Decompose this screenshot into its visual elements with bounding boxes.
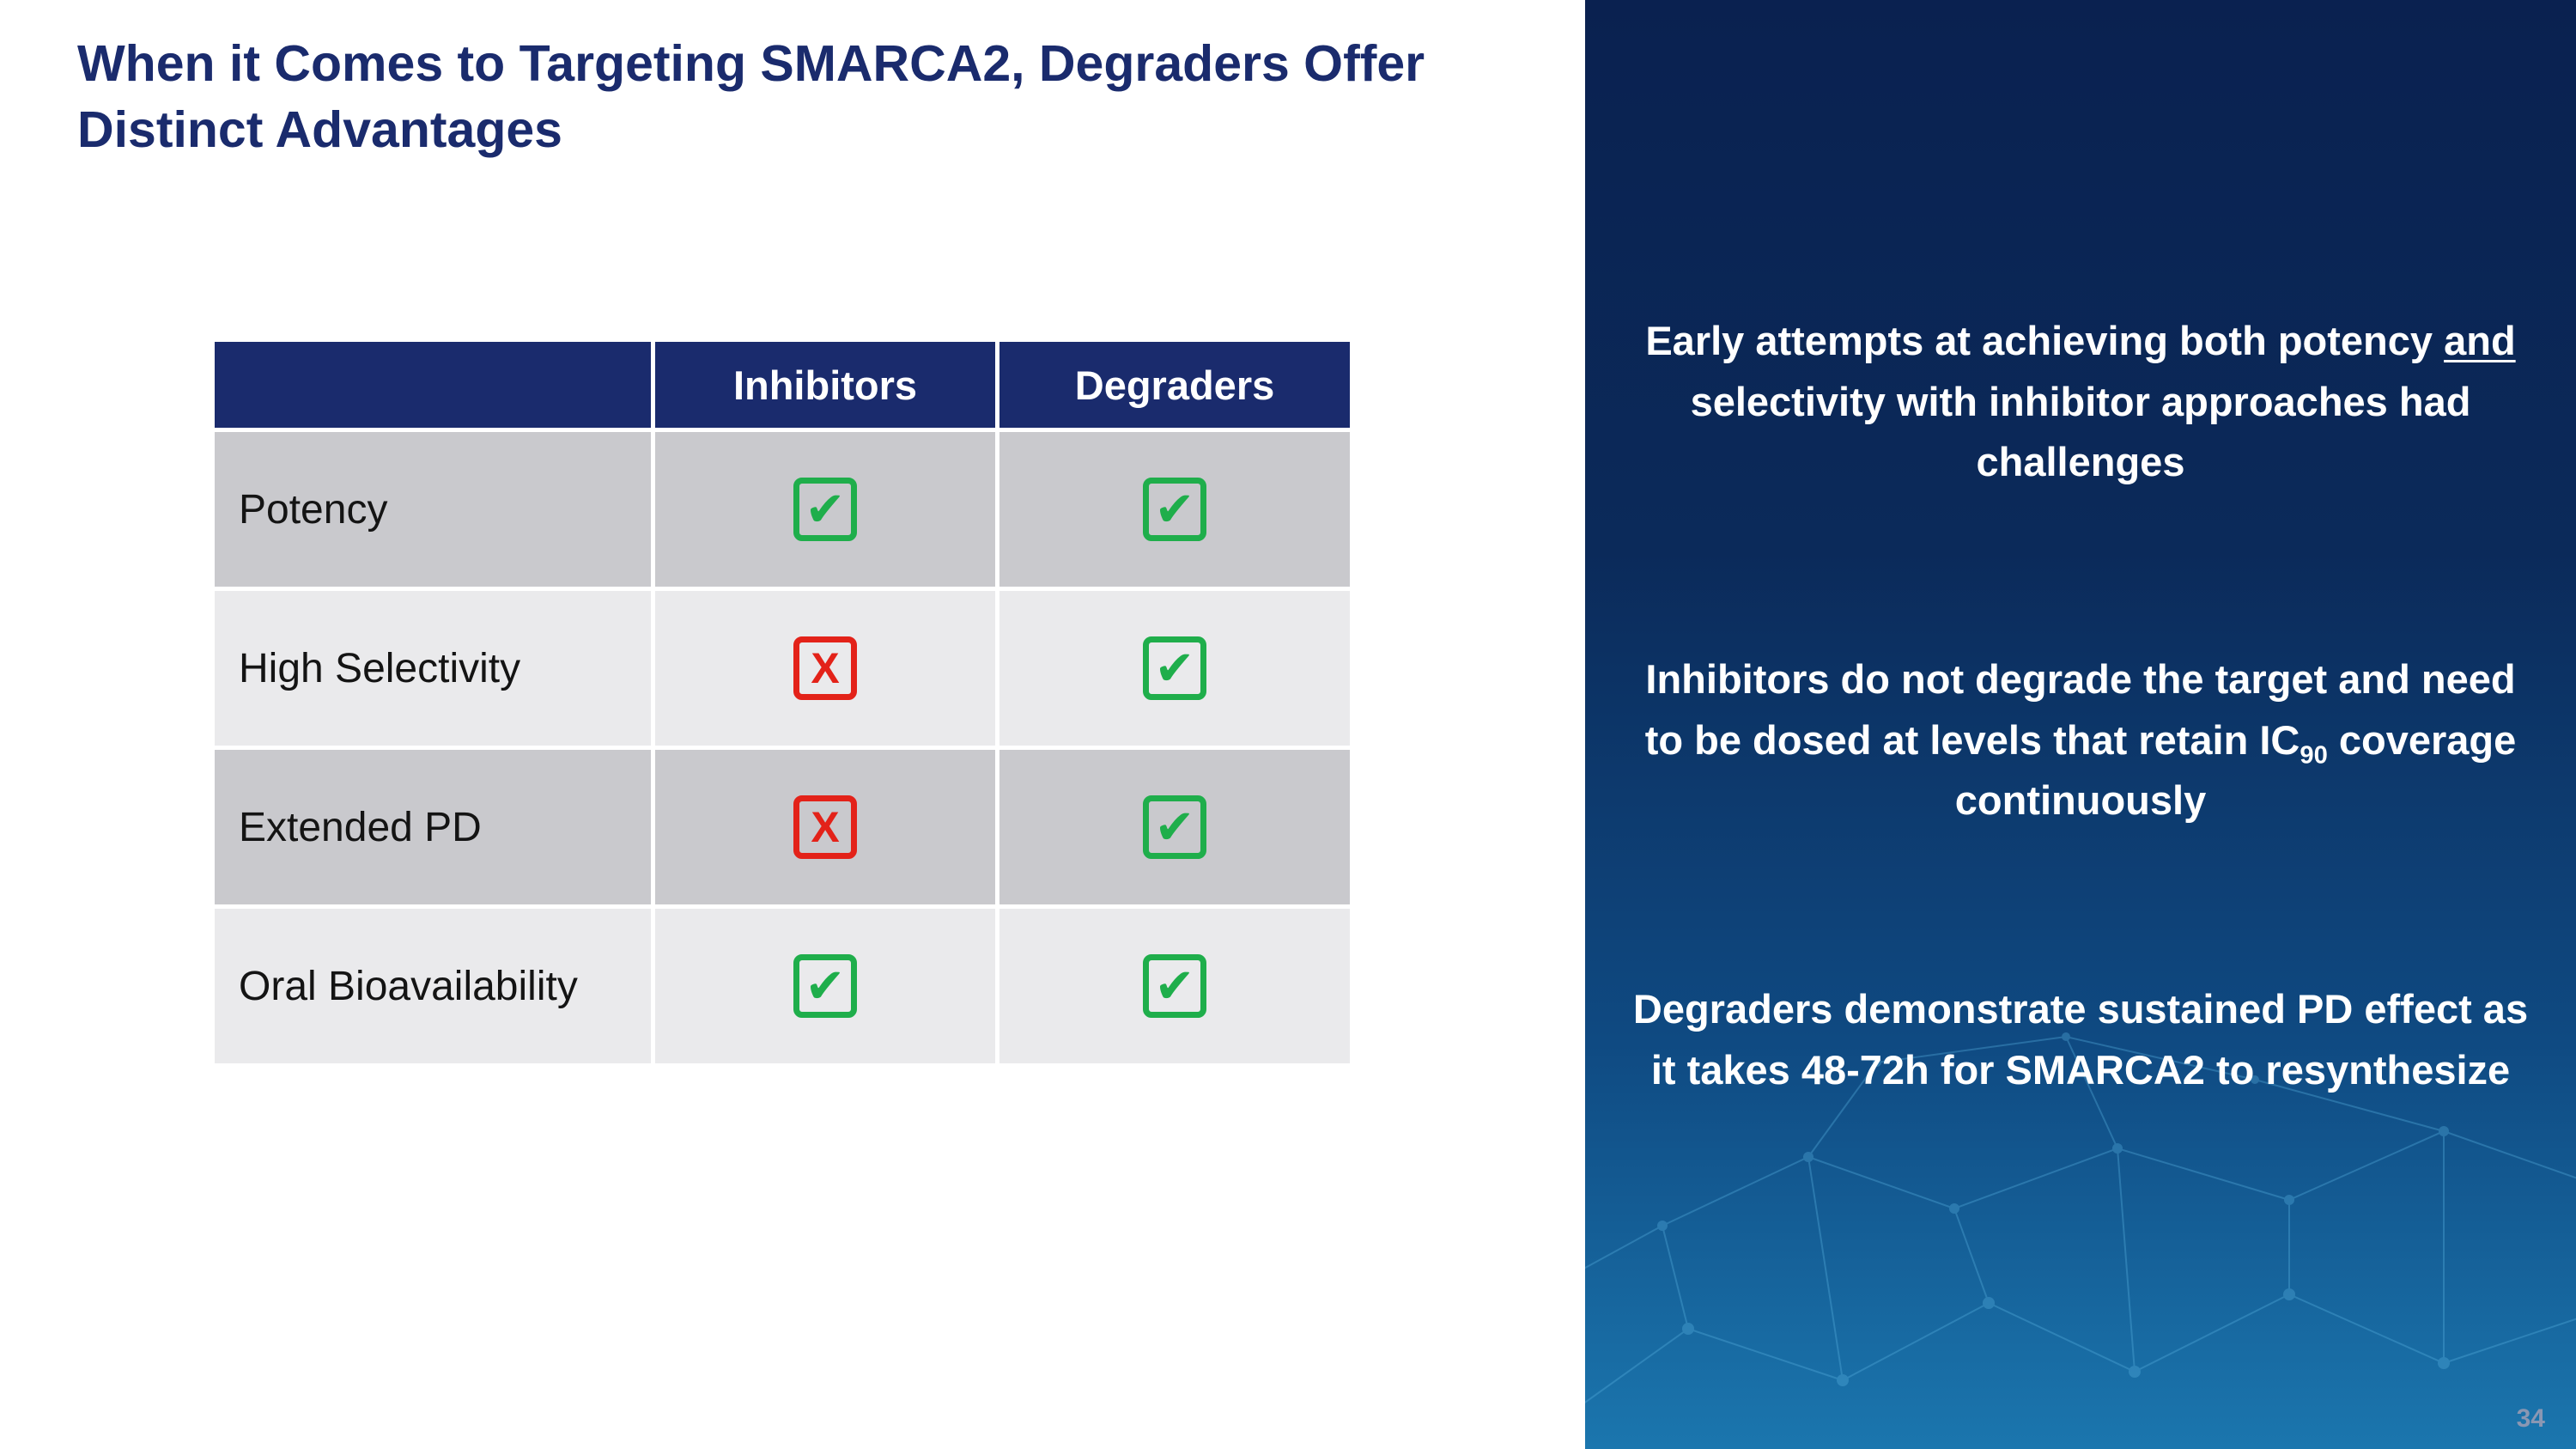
table-header-degraders: Degraders bbox=[999, 342, 1350, 428]
check-icon: ✔ bbox=[1143, 954, 1206, 1018]
right-panel: Early attempts at achieving both potency… bbox=[1585, 0, 2576, 1449]
x-icon: X bbox=[793, 795, 857, 859]
check-icon: ✔ bbox=[793, 954, 857, 1018]
row-label: Extended PD bbox=[215, 750, 651, 904]
inhibitors-cell: X bbox=[655, 591, 995, 746]
panel-text-1-post: selectivity with inhibitor approaches ha… bbox=[1690, 378, 2471, 485]
check-icon: ✔ bbox=[1143, 478, 1206, 541]
panel-text-early-attempts: Early attempts at achieving both potency… bbox=[1585, 311, 2576, 493]
degraders-cell: ✔ bbox=[999, 909, 1350, 1063]
network-mesh-graphic bbox=[1585, 1032, 2576, 1403]
panel-text-degraders-pd: Degraders demonstrate sustained PD effec… bbox=[1632, 986, 2529, 1093]
page-number: 34 bbox=[2516, 1404, 2545, 1433]
row-label: Potency bbox=[215, 432, 651, 587]
ic90-subscript: 90 bbox=[2300, 740, 2328, 769]
inhibitors-cell: ✔ bbox=[655, 432, 995, 587]
table-header-empty bbox=[215, 342, 651, 428]
row-label: Oral Bioavailability bbox=[215, 909, 651, 1063]
inhibitors-cell: X bbox=[655, 750, 995, 904]
row-label: High Selectivity bbox=[215, 591, 651, 746]
degraders-cell: ✔ bbox=[999, 750, 1350, 904]
check-icon: ✔ bbox=[1143, 795, 1206, 859]
panel-text-1-underlined: and bbox=[2444, 318, 2516, 363]
panel-text-2-post: coverage continuously bbox=[1954, 716, 2517, 824]
slide-title: When it Comes to Targeting SMARCA2, Degr… bbox=[77, 35, 1425, 158]
check-icon: ✔ bbox=[793, 478, 857, 541]
panel-text-inhibitors-dosing: Inhibitors do not degrade the target and… bbox=[1585, 649, 2576, 831]
table-header-inhibitors: Inhibitors bbox=[655, 342, 995, 428]
panel-text-2-pre: Inhibitors do not degrade the target and… bbox=[1644, 656, 2516, 763]
comparison-table: Inhibitors Degraders Potency ✔ ✔ High Selec… bbox=[215, 342, 1350, 1063]
check-icon: ✔ bbox=[1143, 636, 1206, 700]
inhibitors-cell: ✔ bbox=[655, 909, 995, 1063]
degraders-cell: ✔ bbox=[999, 591, 1350, 746]
degraders-cell: ✔ bbox=[999, 432, 1350, 587]
x-icon: X bbox=[793, 636, 857, 700]
panel-text-1-pre: Early attempts at achieving both potency bbox=[1645, 318, 2445, 363]
